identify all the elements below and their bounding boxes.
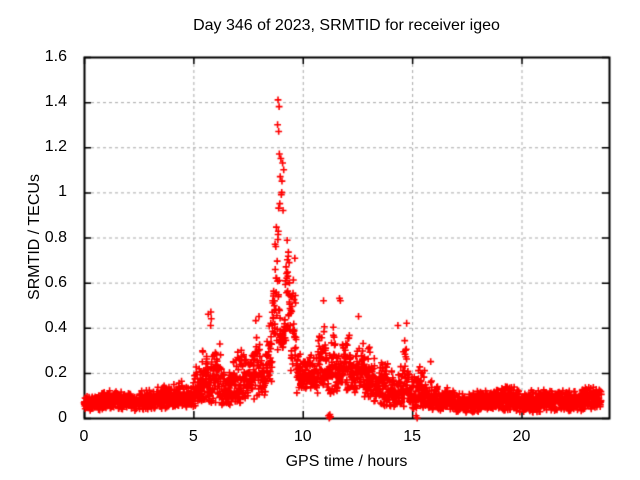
x-tick-label: 5 [188,428,198,445]
y-tick-label: 1 [58,183,67,201]
x-axis-label: GPS time / hours [285,453,408,470]
y-tick-label: 0 [58,409,67,426]
y-tick-label: 1.6 [44,48,67,65]
x-tick-label: 15 [403,428,422,445]
x-tick-label: 0 [79,428,89,445]
y-tick-label: 0.6 [44,273,67,291]
y-tick-label: 0.4 [44,318,67,336]
x-tick-label: 10 [293,428,312,445]
y-tick-label: 1.4 [44,93,67,111]
chart-title: Day 346 of 2023, SRMTID for receiver ige… [193,17,500,34]
y-tick-label: 1.2 [44,138,67,156]
y-tick-label: 0.2 [44,363,67,381]
x-tick-label: 20 [512,428,531,445]
y-tick-label: 0.8 [44,228,67,246]
